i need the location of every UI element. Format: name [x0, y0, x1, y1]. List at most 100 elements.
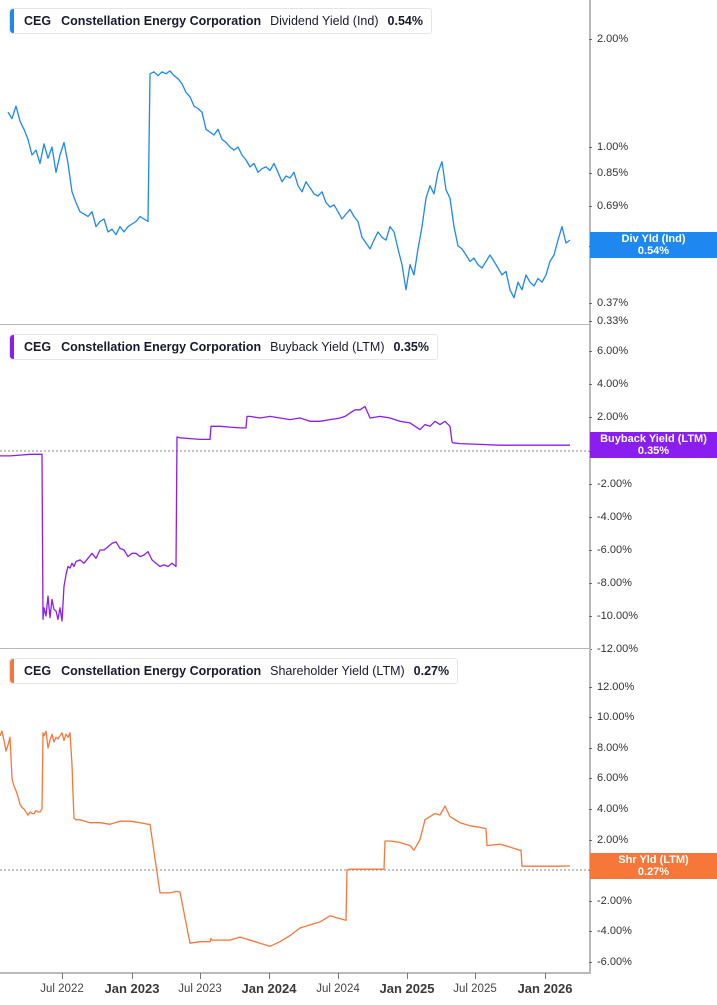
y-tick-mark [589, 173, 592, 174]
legend-company: Constellation Energy Corporation [61, 340, 262, 354]
shareholder-yield-plot[interactable] [0, 649, 590, 972]
y-tick-label: -4.00% [597, 925, 632, 937]
legend-company: Constellation Energy Corporation [61, 664, 262, 678]
y-tick-label: 0.37% [597, 297, 629, 309]
x-label-jul-2023: Jul 2023 [178, 983, 222, 995]
y-tick-label: -6.00% [597, 544, 632, 556]
y-tick-label: 12.00% [597, 681, 635, 693]
buyback-yield-plot[interactable] [0, 325, 590, 648]
legend-company: Constellation Energy Corporation [61, 14, 262, 28]
buyback-yield-value-tag: Buyback Yield (LTM) 0.35% [590, 432, 717, 458]
y-tick-mark [589, 962, 592, 963]
shareholder-yield-value-tag: Shr Yld (LTM) 0.27% [590, 853, 717, 879]
y-tick-mark [589, 748, 592, 749]
y-tick-mark [589, 931, 592, 932]
y-tick-mark [589, 321, 592, 322]
y-tick-label: -12.00% [597, 643, 638, 655]
tag-label: Div Yld (Ind) [621, 233, 686, 245]
y-tick-mark [589, 206, 592, 207]
y-tick-mark [589, 809, 592, 810]
y-tick-label: -10.00% [597, 610, 638, 622]
y-tick-label: 6.00% [597, 345, 629, 357]
tag-label: Buyback Yield (LTM) [600, 433, 707, 445]
x-tick-mark [545, 973, 546, 979]
x-axis-line [0, 972, 591, 974]
panel-separator [0, 648, 591, 649]
y-tick-label: -4.00% [597, 511, 632, 523]
y-tick-label: 8.00% [597, 742, 629, 754]
y-tick-label: 0.85% [597, 167, 629, 179]
x-tick-mark [269, 973, 270, 979]
y-tick-label: -8.00% [597, 577, 632, 589]
legend-value: 0.54% [387, 14, 423, 28]
shareholder-yield-panel: CEG Constellation Energy Corporation Sha… [0, 649, 717, 972]
y-tick-mark [589, 840, 592, 841]
x-label-jan-2024: Jan 2024 [241, 981, 297, 996]
y-tick-label: -2.00% [597, 478, 632, 490]
legend-metric: Buyback Yield (LTM) [270, 340, 385, 354]
legend-value: 0.27% [413, 664, 450, 678]
dividend-yield-plot[interactable] [0, 0, 590, 324]
legend-metric: Shareholder Yield (LTM) [270, 664, 405, 678]
x-label-jul-2024: Jul 2024 [316, 983, 360, 995]
x-tick-mark [475, 973, 476, 979]
dividend-yield-value-tag: Div Yld (Ind) 0.54% [590, 232, 717, 258]
legend-color-bar [10, 335, 14, 359]
series-line [0, 405, 570, 622]
x-label-jan-2026: Jan 2026 [517, 981, 573, 996]
tag-value: 0.27% [637, 866, 670, 878]
legend-value: 0.35% [393, 340, 429, 354]
dividend-y-axis-line [589, 0, 591, 324]
legend-color-bar [10, 9, 14, 33]
x-tick-mark [407, 973, 408, 979]
y-tick-mark [589, 616, 592, 617]
legend-color-bar [10, 659, 14, 683]
y-tick-label: 2.00% [597, 834, 629, 846]
y-tick-label: 2.00% [597, 33, 629, 45]
legend-ticker: CEG [24, 14, 52, 28]
x-tick-mark [132, 973, 133, 979]
dividend-yield-legend: CEG Constellation Energy Corporation Div… [9, 8, 432, 34]
y-tick-mark [589, 901, 592, 902]
y-tick-mark [589, 778, 592, 779]
y-tick-mark [589, 517, 592, 518]
y-tick-mark [589, 550, 592, 551]
y-tick-label: -2.00% [597, 895, 632, 907]
y-tick-mark [589, 583, 592, 584]
panel-separator [0, 324, 591, 325]
y-tick-label: 0.33% [597, 315, 629, 327]
y-tick-mark [589, 384, 592, 385]
y-tick-mark [589, 39, 592, 40]
y-tick-mark [589, 687, 592, 688]
x-label-jan-2023: Jan 2023 [104, 981, 160, 996]
legend-ticker: CEG [24, 340, 52, 354]
y-tick-mark [589, 717, 592, 718]
shareholder-yield-legend: CEG Constellation Energy Corporation Sha… [9, 658, 459, 684]
x-tick-mark [62, 973, 63, 979]
y-tick-label: 10.00% [597, 711, 635, 723]
x-tick-mark [200, 973, 201, 979]
legend-metric: Dividend Yield (Ind) [270, 14, 379, 28]
tag-value: 0.54% [637, 245, 670, 257]
tag-label: Shr Yld (LTM) [618, 854, 689, 866]
y-tick-label: 1.00% [597, 141, 629, 153]
dividend-yield-panel: CEG Constellation Energy Corporation Div… [0, 0, 717, 324]
y-tick-mark [589, 147, 592, 148]
buyback-yield-legend: CEG Constellation Energy Corporation Buy… [9, 334, 438, 360]
y-tick-mark [589, 303, 592, 304]
tag-value: 0.35% [637, 445, 670, 457]
series-line [7, 70, 571, 299]
x-tick-mark [338, 973, 339, 979]
buyback-yield-panel: CEG Constellation Energy Corporation Buy… [0, 325, 717, 648]
buyback-y-axis-line [589, 325, 591, 648]
y-tick-mark [589, 351, 592, 352]
y-tick-label: -6.00% [597, 956, 632, 968]
shareholder-y-axis-line [589, 649, 591, 974]
series-line [0, 730, 571, 947]
y-tick-mark [589, 484, 592, 485]
x-label-jul-2025: Jul 2025 [453, 983, 497, 995]
legend-ticker: CEG [24, 664, 52, 678]
y-tick-label: 4.00% [597, 803, 629, 815]
y-tick-label: 2.00% [597, 411, 629, 423]
y-tick-mark [589, 417, 592, 418]
